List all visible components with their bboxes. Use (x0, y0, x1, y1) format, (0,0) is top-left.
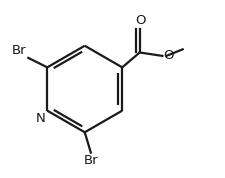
Text: Br: Br (12, 44, 26, 57)
Text: O: O (135, 14, 145, 27)
Text: Br: Br (83, 154, 98, 167)
Text: N: N (36, 112, 45, 125)
Text: O: O (163, 49, 173, 62)
